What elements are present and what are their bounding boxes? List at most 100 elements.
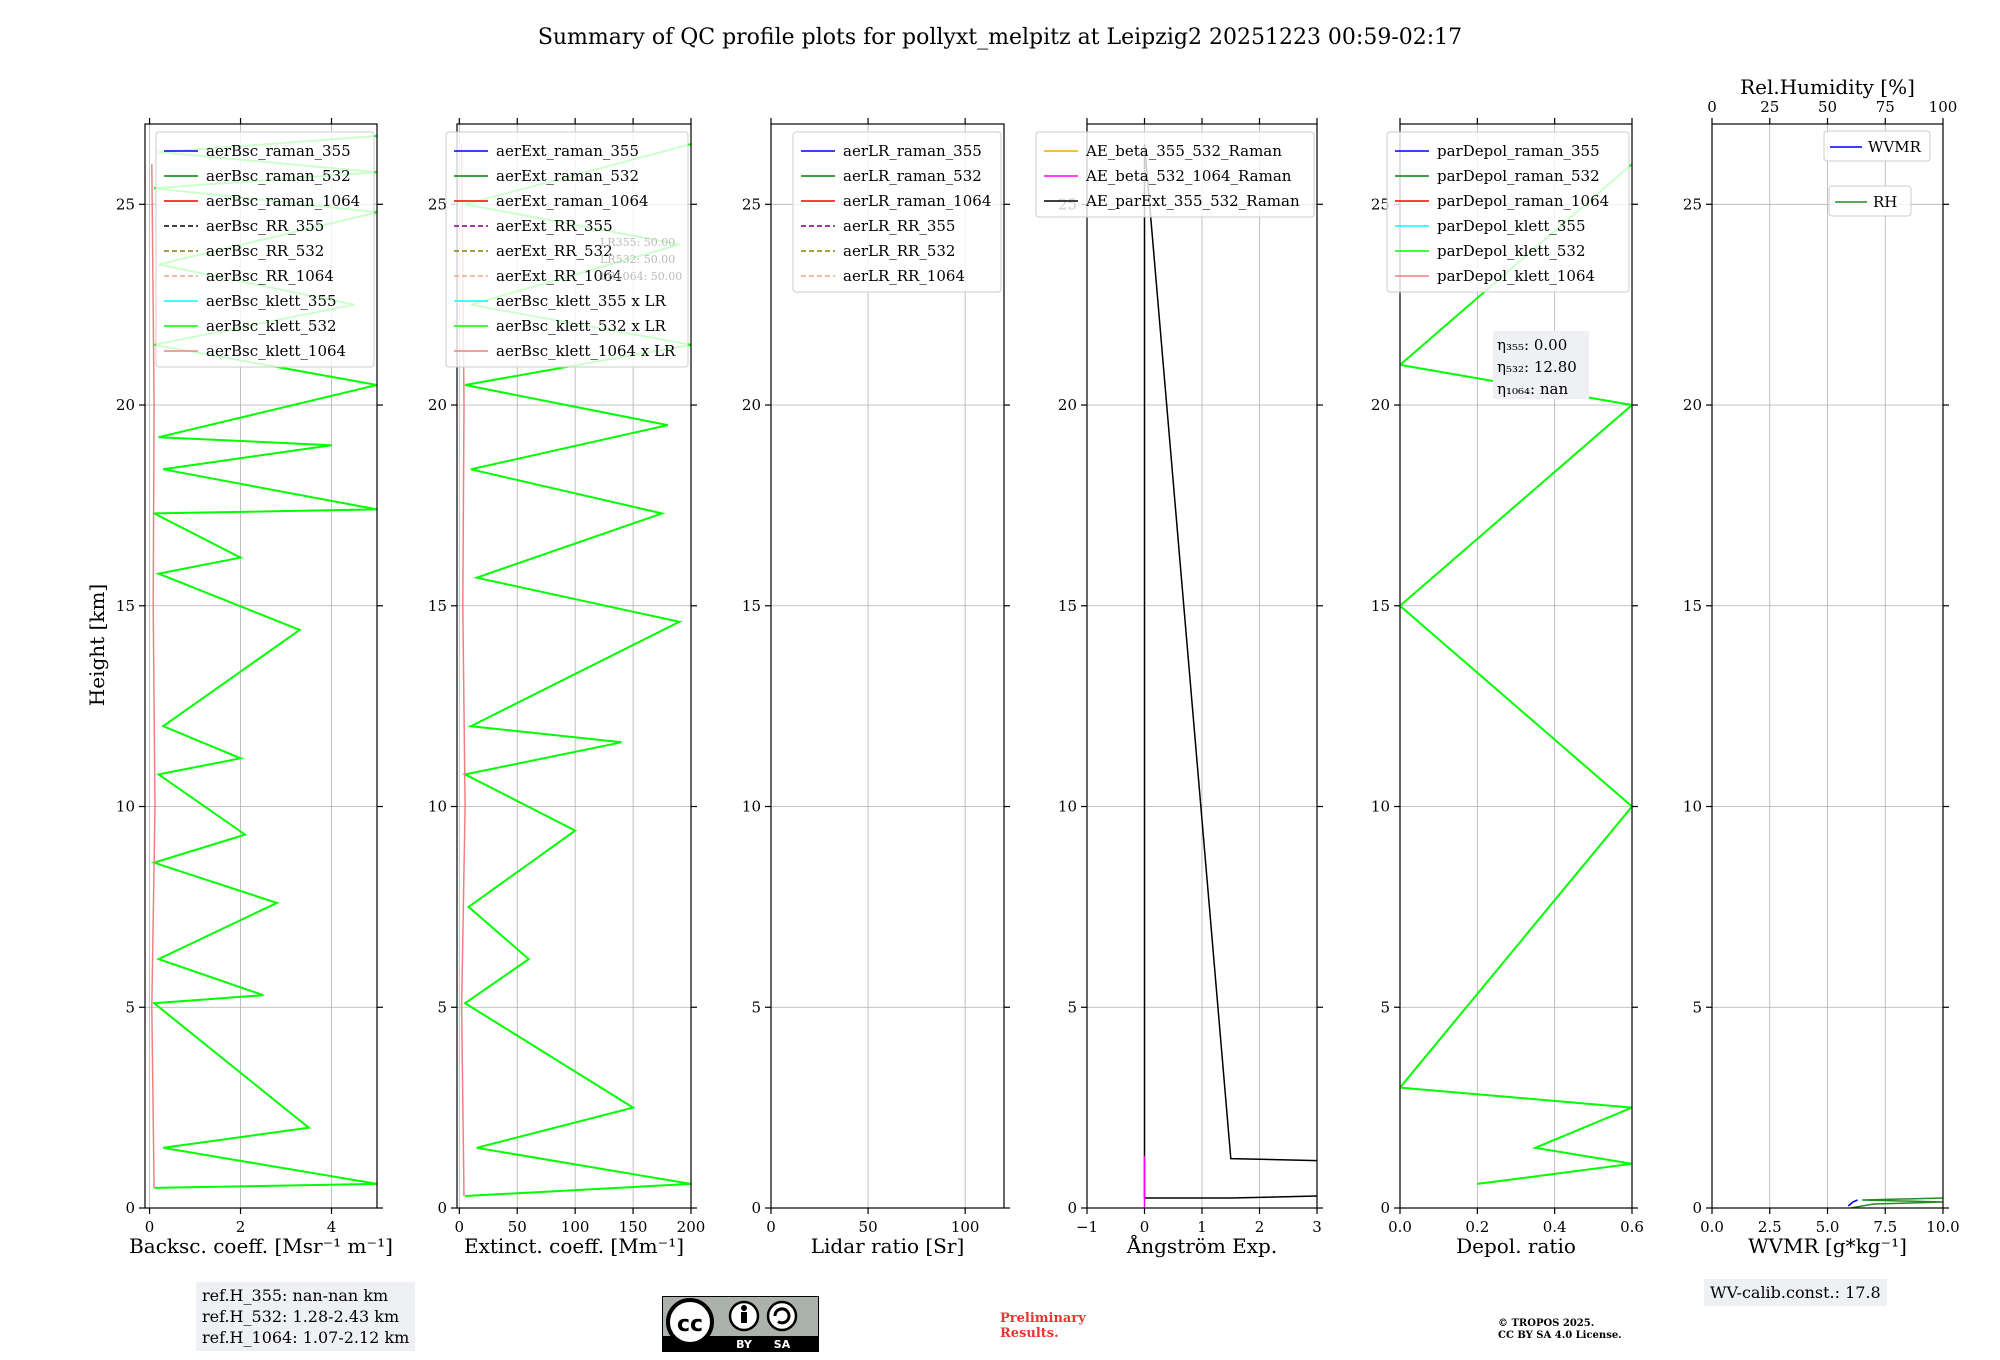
- x-tick-label: 0.6: [1620, 1218, 1644, 1236]
- x-tick-label: −1: [1076, 1218, 1098, 1236]
- x-tick-label: 1: [1197, 1218, 1207, 1236]
- panel-lidar_ratio: 0 50 100 0 5 10 15 20 25 Lidar ratio [Sr] aerLR_ra…: [742, 118, 1010, 1258]
- x2-tick-label: 50: [1818, 98, 1837, 116]
- copyright-note: © TROPOS 2025. CC BY SA 4.0 License.: [1498, 1318, 1622, 1341]
- legend-label-pardepol-raman-532: parDepol_raman_532: [1437, 167, 1600, 185]
- legend-label-aerbsc-rr-355: aerBsc_RR_355: [206, 217, 324, 235]
- panel-backscatter: 0 2 4 0 5 10 15 20 25 Backsc. coeff. [Msr⁻¹ m⁻¹] a…: [116, 118, 393, 1258]
- x-tick-label: 150: [619, 1218, 648, 1236]
- legend-box: [1035, 131, 1315, 218]
- x2-tick-label: 75: [1876, 98, 1895, 116]
- lr-label: LR1064: 50.00: [600, 270, 682, 283]
- svg-text:SA: SA: [774, 1338, 791, 1351]
- legend-label-aerext-rr-355: aerExt_RR_355: [496, 217, 613, 235]
- y-tick-label: 25: [1371, 195, 1390, 213]
- y-tick-label: 15: [116, 597, 135, 615]
- x-tick-label: 50: [508, 1218, 527, 1236]
- panel-angstrom: −101230510152025Ångström Exp.AE_beta_355…: [1035, 118, 1323, 1258]
- legend-label: WVMR: [1868, 138, 1922, 156]
- y-tick-label: 20: [1058, 396, 1077, 414]
- reference-height-box: ref.H_355: nan-nan km ref.H_532: 1.28-2.…: [196, 1282, 416, 1351]
- wv-calibration-box: WV-calib.const.: 17.8: [1704, 1279, 1887, 1306]
- x-tick-label: 50: [859, 1218, 878, 1236]
- legend-label-aerlr-rr-532: aerLR_RR_532: [843, 242, 955, 260]
- y-tick-label: 10: [1058, 798, 1077, 816]
- axes-frame: [1399, 123, 1633, 1209]
- lr-label: LR355: 50.00: [600, 236, 675, 249]
- cc-license-badge: cc BY SA: [662, 1296, 819, 1352]
- y-tick-label: 20: [1683, 396, 1702, 414]
- legend-label-aerext-raman-1064: aerExt_raman_1064: [496, 192, 649, 210]
- x-tick-label: 4: [327, 1218, 337, 1236]
- x-tick-label: 0: [455, 1218, 465, 1236]
- x-tick-label: 100: [951, 1218, 980, 1236]
- x-axis-label: Ångström Exp.: [1126, 1233, 1277, 1258]
- ref-height-1064: ref.H_1064: 1.07-2.12 km: [202, 1328, 410, 1347]
- legend-label-pardepol-klett-1064: parDepol_klett_1064: [1437, 267, 1595, 285]
- y-tick-label: 15: [1683, 597, 1702, 615]
- y-tick-label: 0: [1067, 1199, 1077, 1217]
- legend-label-aerbsc-raman-1064: aerBsc_raman_1064: [206, 192, 360, 210]
- x-tick-label: 0.4: [1543, 1218, 1567, 1236]
- legend: aerLR_raman_355 aerLR_raman_532 aerLR_rama…: [792, 131, 1002, 293]
- legend: aerBsc_raman_355 aerBsc_raman_532 aerBsc_r…: [155, 131, 375, 368]
- cc-logo-icon: [666, 1298, 714, 1346]
- y-tick-label: 0: [125, 1199, 135, 1217]
- y-tick-label: 20: [1371, 396, 1390, 414]
- share-alike-icon: [766, 1300, 798, 1332]
- y-tick-label: 10: [428, 798, 447, 816]
- legend-wvmr: WVMR: [1823, 130, 1931, 162]
- legend-label: RH: [1873, 193, 1897, 211]
- x-tick-label: 2.5: [1758, 1218, 1782, 1236]
- x-tick-label: 5.0: [1816, 1218, 1840, 1236]
- x-axis-label: WVMR [g*kg⁻¹]: [1748, 1234, 1907, 1258]
- x2-tick-label: 100: [1929, 98, 1958, 116]
- legend-label-aerbsc-klett-1064-x-lr: aerBsc_klett_1064 x LR: [496, 342, 676, 360]
- x-tick-label: 200: [677, 1218, 706, 1236]
- legend-box: [155, 131, 375, 368]
- x-axis-label: Extinct. coeff. [Mm⁻¹]: [464, 1234, 684, 1258]
- legend-label-aerbsc-rr-532: aerBsc_RR_532: [206, 242, 324, 260]
- y-tick-label: 0: [437, 1199, 447, 1217]
- x-tick-label: 0: [145, 1218, 155, 1236]
- x-tick-label: 0: [766, 1218, 776, 1236]
- eta-box: [1493, 331, 1589, 399]
- legend-label-pardepol-klett-532: parDepol_klett_532: [1437, 242, 1586, 260]
- legend-label-aerbsc-klett-355: aerBsc_klett_355: [206, 292, 337, 310]
- legend-label-ae-beta-355-532-raman: AE_beta_355_532_Raman: [1085, 142, 1282, 160]
- svg-text:cc: cc: [677, 1312, 703, 1337]
- figure-title: Summary of QC profile plots for pollyxt_…: [538, 25, 1462, 50]
- legend-label-aerlr-raman-532: aerLR_raman_532: [843, 167, 982, 185]
- x-axis-label: Depol. ratio: [1456, 1234, 1576, 1258]
- y-tick-label: 5: [437, 998, 447, 1016]
- y-tick-label: 25: [116, 195, 135, 213]
- legend-box: [445, 131, 689, 368]
- legend-label-aerlr-rr-1064: aerLR_RR_1064: [843, 267, 965, 285]
- x-tick-label: 0.0: [1700, 1218, 1724, 1236]
- ref-height-355: ref.H_355: nan-nan km: [202, 1286, 389, 1305]
- panel-depolarization: 0.0 0.2 0.4 0.6 0 5 10 15 20 25 Depol. ratio parDep…: [1371, 118, 1644, 1258]
- eta-label: η₃₅₅: 0.00: [1497, 336, 1567, 354]
- panel-extinction: 0 50 100 150 200 0 5 10 15 20 25 Extinct. coeff. [M…: [428, 118, 705, 1258]
- x-tick-label: 7.5: [1873, 1218, 1897, 1236]
- x-axis-label: Backsc. coeff. [Msr⁻¹ m⁻¹]: [129, 1234, 393, 1258]
- x2-tick-label: 25: [1760, 98, 1779, 116]
- legend-label-aerbsc-raman-355: aerBsc_raman_355: [206, 142, 351, 160]
- legend-label-aerbsc-klett-532-x-lr: aerBsc_klett_532 x LR: [496, 317, 667, 335]
- y-tick-label: 5: [125, 998, 135, 1016]
- y-tick-label: 10: [742, 798, 761, 816]
- y-tick-label: 20: [428, 396, 447, 414]
- y-tick-label: 15: [1371, 597, 1390, 615]
- x-tick-label: 0.0: [1388, 1218, 1412, 1236]
- panel-water_vapor: 0.0 2.5 5.0 7.5 10.0 0 5 10 15 20 25 WVMR [g*kg⁻¹] 0…: [1683, 75, 1960, 1258]
- y-tick-label: 0: [1692, 1199, 1702, 1217]
- axes-frame: [144, 123, 378, 1209]
- y-tick-label: 5: [1692, 998, 1702, 1016]
- x-tick-label: 2: [236, 1218, 246, 1236]
- y-axis-label: Height [km]: [85, 584, 109, 706]
- legend-label-aerext-rr-1064: aerExt_RR_1064: [496, 267, 622, 285]
- series-aerbsc-klett-1064: [151, 164, 156, 1188]
- y-tick-label: 15: [742, 597, 761, 615]
- series-pardepol-klett-532: [1400, 163, 1632, 1185]
